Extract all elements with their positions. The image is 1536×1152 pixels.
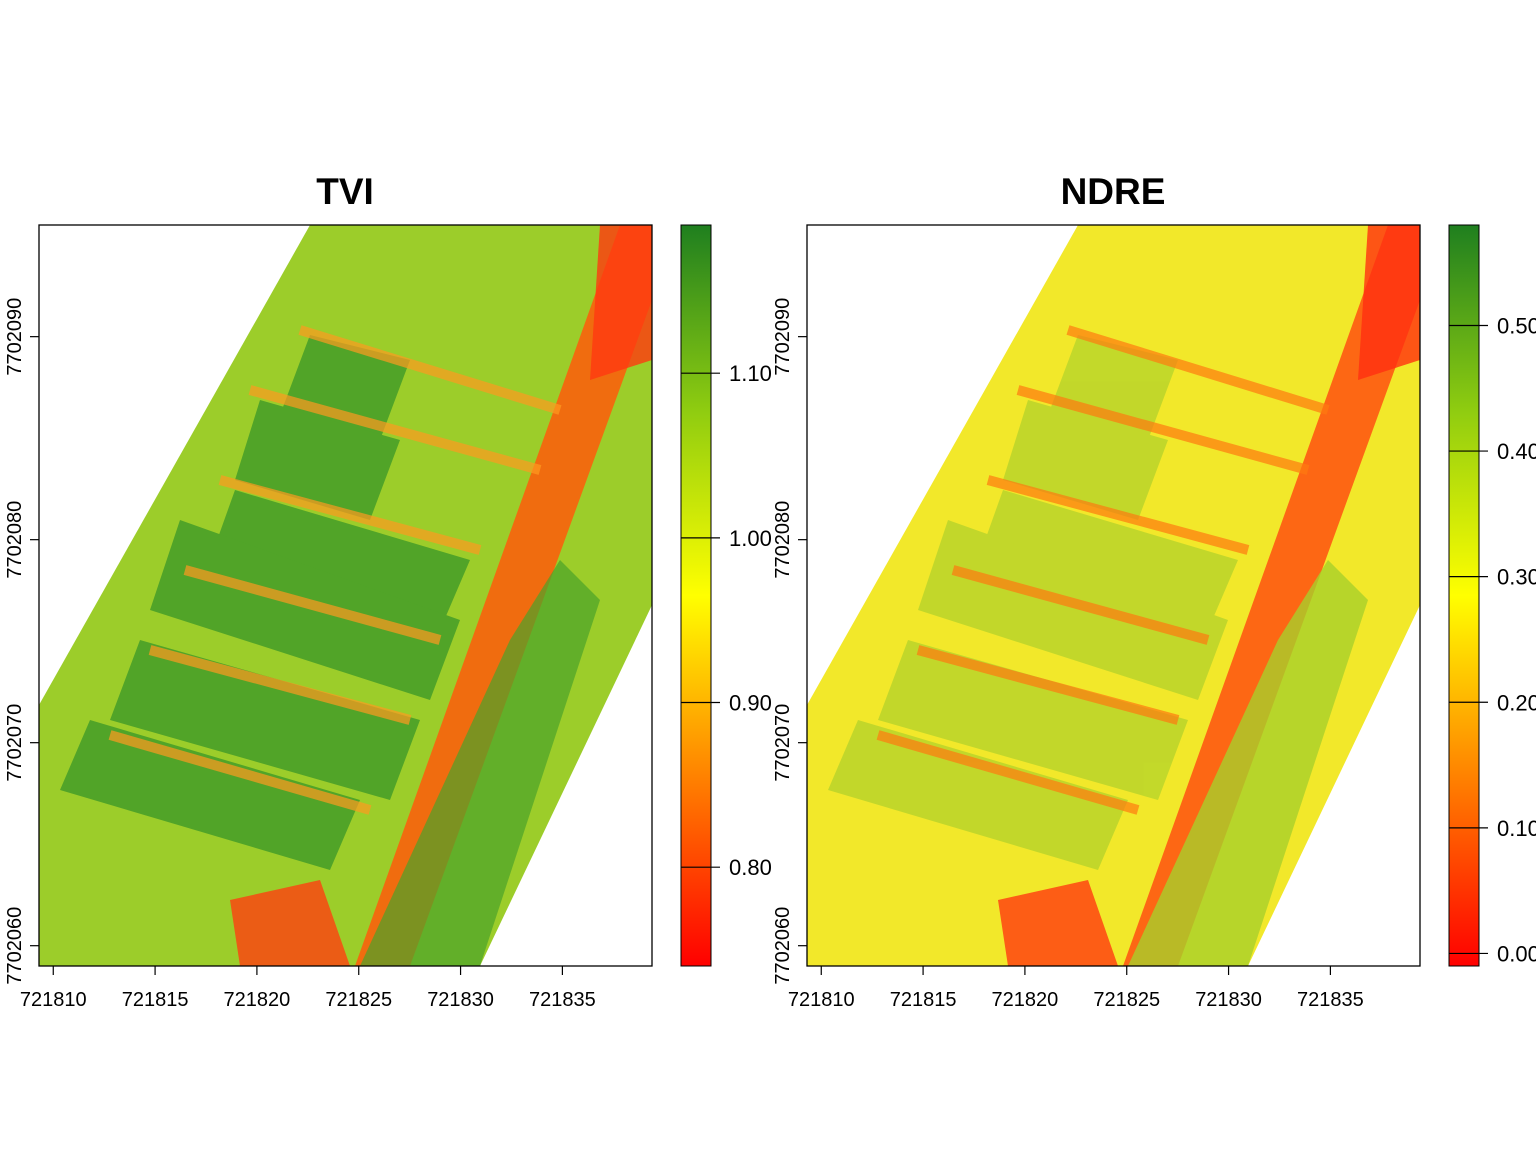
y-tick-label: 7702080 [4,501,26,579]
y-axis-ndre: 7702060 7702070 7702080 7702090 [772,298,807,985]
x-tick-label: 721810 [788,989,855,1011]
alley-rows-tvi [108,325,562,815]
x-axis-ndre: 721810 721815 721820 721825 721830 721835 [788,966,1364,1011]
x-tick-label: 721830 [427,989,494,1011]
colorbar-tick-label: 0.90 [729,691,772,716]
colorbar-tick-label: 0.30 [1497,565,1536,590]
hotspot-south-tvi [230,880,350,966]
chart-title-ndre: NDRE [1061,171,1166,212]
road-strip-ndre [1123,225,1420,966]
y-tick-label: 7702070 [772,704,794,782]
colorbar-ndre [1448,224,1480,967]
x-tick-label: 721825 [325,989,392,1011]
x-tick-label: 721810 [20,989,87,1011]
y-tick-label: 7702070 [4,704,26,782]
raster-ndre [807,225,1420,966]
colorbar-tick-label: 0.40 [1497,439,1536,464]
hotspot-ne-tvi [590,225,652,380]
raster-tvi [39,225,652,966]
colorbar-tick-label: 0.00 [1497,941,1536,966]
colorbar-tick-label: 0.20 [1497,690,1536,715]
colorbar-tick-label: 1.10 [729,361,772,386]
x-tick-label: 721820 [992,989,1059,1011]
y-tick-label: 7702060 [772,907,794,985]
y-tick-label: 7702080 [772,501,794,579]
field-east-tvi [360,560,600,966]
x-tick-label: 721815 [890,989,957,1011]
road-strip-tvi [355,225,652,966]
plot-frame-tvi [38,224,653,967]
colorbar-ticks-ndre: 0.00 0.10 0.20 0.30 0.40 0.50 [1449,313,1536,966]
y-axis-tvi: 7702060 7702070 7702080 7702090 [4,298,39,985]
hotspot-ne-ndre [1358,225,1420,380]
field-east-ndre [1128,560,1368,966]
colorbar-ticks-tvi: 0.80 0.90 1.00 1.10 [681,361,772,880]
colorbar-tick-label: 0.10 [1497,816,1536,841]
plot-blocks-ndre [828,335,1238,870]
x-tick-label: 721825 [1093,989,1160,1011]
x-tick-label: 721830 [1195,989,1262,1011]
x-tick-label: 721835 [529,989,596,1011]
colorbar-tick-label: 0.50 [1497,313,1536,338]
y-tick-label: 7702090 [772,298,794,376]
colorbar-tick-label: 1.00 [729,526,772,551]
colorbar-tick-label: 0.80 [729,855,772,880]
alley-rows-ndre [876,325,1330,815]
y-tick-label: 7702060 [4,907,26,985]
x-tick-label: 721820 [224,989,291,1011]
y-tick-label: 7702090 [4,298,26,376]
panel-tvi: TVI 721810 [4,171,772,1011]
panel-ndre: NDRE 72181 [772,171,1536,1011]
x-tick-label: 721815 [122,989,189,1011]
plot-frame-ndre [806,224,1421,967]
chart-title-tvi: TVI [316,171,374,212]
x-axis-tvi: 721810 721815 721820 721825 721830 721835 [20,966,596,1011]
hotspot-south-ndre [998,880,1118,966]
colorbar-tvi [680,224,712,967]
x-tick-label: 721835 [1297,989,1364,1011]
